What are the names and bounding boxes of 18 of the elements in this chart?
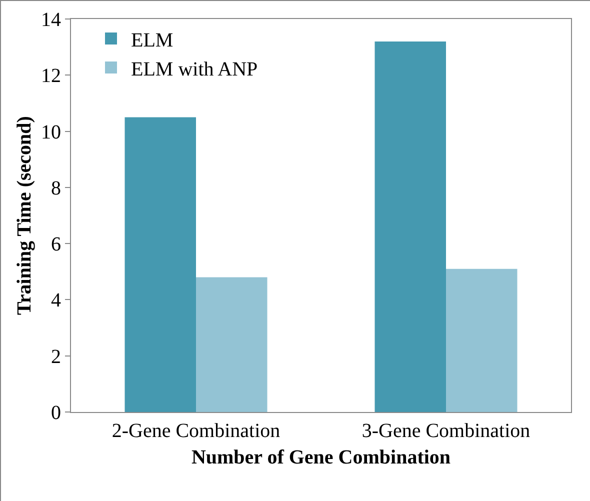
y-tick-label: 2 [51, 346, 61, 368]
bar [446, 268, 518, 412]
legend-label: ELM [131, 29, 174, 52]
legend-label: ELM with ANP [131, 58, 258, 80]
x-tick-label: 3-Gene Combination [362, 420, 530, 442]
bar [196, 277, 268, 412]
y-tick-label: 0 [51, 402, 61, 424]
bar [124, 117, 196, 412]
x-tick-label: 2-Gene Combination [112, 420, 280, 442]
y-tick-label: 6 [51, 234, 61, 256]
x-axis-title: Number of Gene Combination [191, 446, 451, 468]
y-tick-label: 14 [41, 9, 61, 31]
y-tick-label: 12 [41, 65, 61, 88]
bar [374, 41, 446, 412]
y-tick-label: 10 [41, 121, 61, 144]
y-axis-title: Training Time (second) [14, 116, 36, 315]
y-tick-label: 8 [51, 177, 61, 200]
y-tick-label: 4 [51, 290, 61, 312]
